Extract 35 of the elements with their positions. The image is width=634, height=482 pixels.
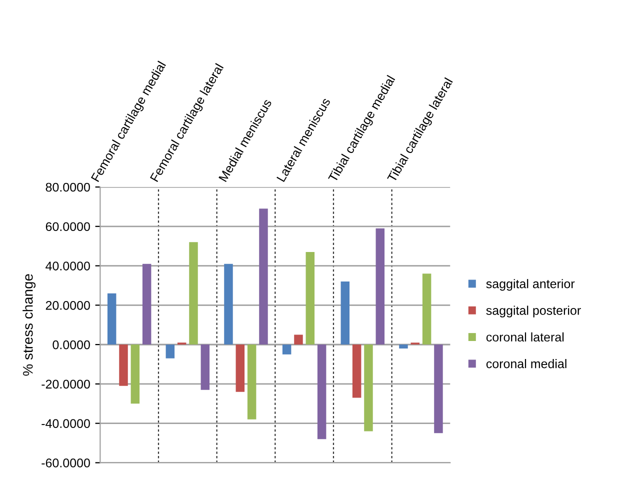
bar: [107, 293, 116, 345]
legend-label: coronal medial: [486, 359, 566, 368]
bar: [352, 344, 362, 398]
bar: [236, 344, 245, 392]
bar: [130, 344, 140, 404]
bar: [422, 274, 432, 345]
bar: [282, 344, 292, 354]
legend-label: saggital posterior: [486, 306, 581, 318]
y-tick-label: 60.0000: [46, 222, 90, 232]
bar: [340, 282, 350, 345]
legend-label: coronal lateral: [486, 332, 564, 342]
y-tick-label: 80.0000: [46, 182, 90, 192]
bar: [434, 344, 443, 434]
bar: [317, 344, 326, 440]
bar: [364, 344, 373, 432]
bar: [142, 264, 152, 345]
bar: [200, 344, 210, 390]
y-tick-label: -60.0000: [42, 458, 90, 468]
y-tick-label: -40.0000: [42, 419, 90, 428]
bar: [119, 344, 128, 386]
y-tick-label: 0.0000: [52, 340, 90, 350]
bar: [376, 228, 385, 345]
legend-label: saggital anterior: [486, 279, 575, 291]
y-tick-label: -20.0000: [42, 380, 90, 389]
bar: [247, 344, 256, 420]
bar: [166, 344, 175, 358]
bar: [259, 208, 268, 345]
bar: [189, 242, 198, 345]
bar: [399, 344, 408, 348]
y-tick-label: 20.0000: [46, 300, 90, 310]
bar: [306, 252, 315, 345]
y-tick-label: 40.0000: [46, 262, 90, 270]
bar: [224, 264, 233, 345]
bar: [294, 334, 303, 345]
y-axis-title: % stress change: [22, 274, 36, 376]
